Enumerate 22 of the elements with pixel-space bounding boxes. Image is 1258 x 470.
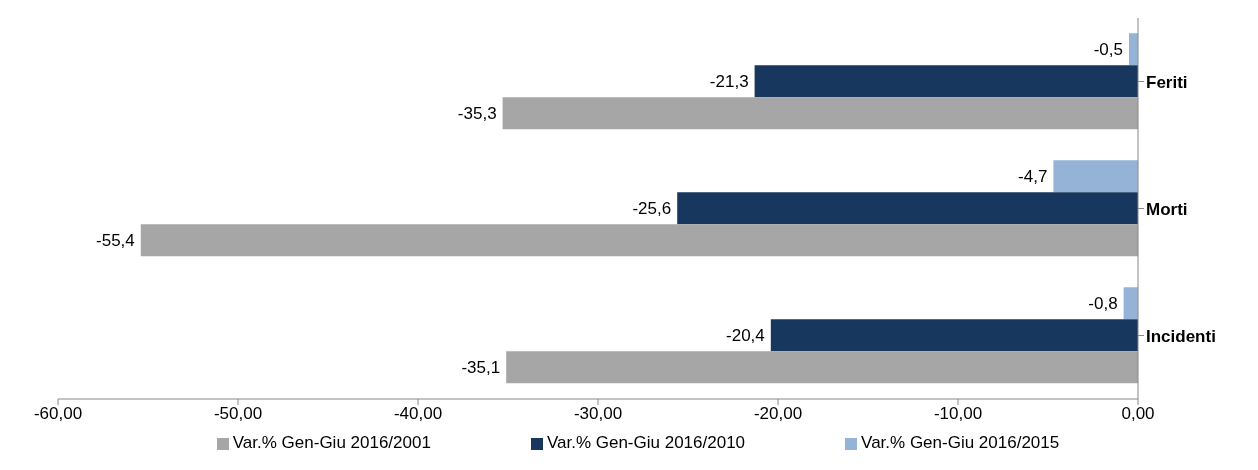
x-tick-label: -40,00: [393, 404, 443, 424]
data-label: -4,7: [1018, 167, 1048, 187]
x-tick-label: -20,00: [753, 404, 803, 424]
data-label: -25,6: [632, 199, 672, 219]
data-label: -21,3: [709, 72, 749, 92]
legend-label: Var.% Gen-Giu 2016/2001: [232, 433, 431, 452]
y-tick-label: Incidenti: [1146, 326, 1216, 346]
data-label: -0,8: [1088, 294, 1118, 314]
x-tick-label: -50,00: [213, 404, 263, 424]
legend-label: Var.% Gen-Giu 2016/2015: [861, 433, 1060, 452]
legend-label: Var.% Gen-Giu 2016/2010: [546, 433, 746, 452]
x-tick-label: -60,00: [33, 404, 83, 424]
data-label: -0,5: [1093, 40, 1123, 60]
x-tick-label: 0,00: [1121, 404, 1155, 424]
data-label: -55,4: [96, 231, 135, 251]
data-label: -20,4: [726, 326, 765, 346]
x-tick-label: -10,00: [933, 404, 983, 424]
data-label: -35,3: [457, 104, 497, 124]
x-tick-label: -30,00: [573, 404, 623, 424]
data-label: -35,1: [461, 358, 501, 378]
y-tick-label: Morti: [1146, 199, 1188, 219]
y-tick-label: Feriti: [1146, 72, 1188, 92]
